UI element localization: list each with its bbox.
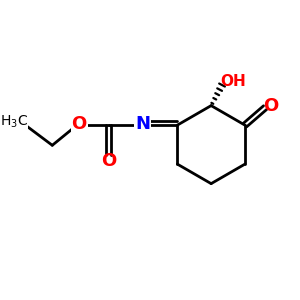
Text: O: O: [263, 97, 279, 115]
Text: O: O: [101, 152, 116, 170]
Text: N: N: [135, 115, 150, 133]
Text: H$_3$C: H$_3$C: [0, 114, 28, 130]
Text: O: O: [71, 115, 87, 133]
Text: OH: OH: [220, 74, 246, 89]
